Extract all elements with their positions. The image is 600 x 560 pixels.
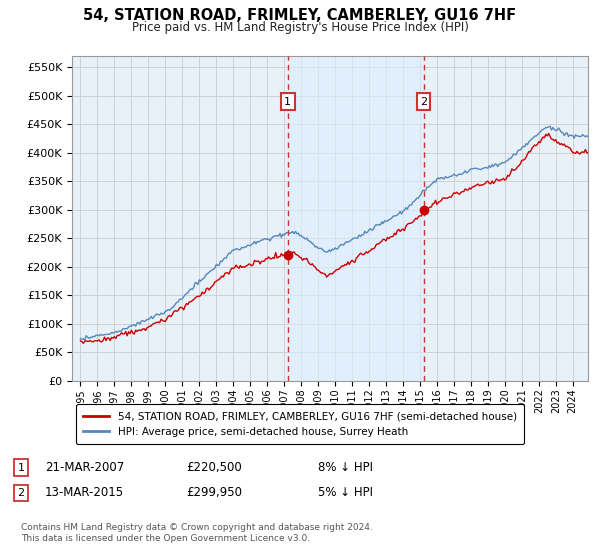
Text: Contains HM Land Registry data © Crown copyright and database right 2024.
This d: Contains HM Land Registry data © Crown c…: [21, 524, 373, 543]
Text: 13-MAR-2015: 13-MAR-2015: [45, 486, 124, 500]
Text: Price paid vs. HM Land Registry's House Price Index (HPI): Price paid vs. HM Land Registry's House …: [131, 21, 469, 34]
Text: 54, STATION ROAD, FRIMLEY, CAMBERLEY, GU16 7HF: 54, STATION ROAD, FRIMLEY, CAMBERLEY, GU…: [83, 8, 517, 24]
Text: 2: 2: [420, 96, 427, 106]
Bar: [288, 56, 424, 381]
Text: 1: 1: [284, 96, 291, 106]
Legend: 54, STATION ROAD, FRIMLEY, CAMBERLEY, GU16 7HF (semi-detached house), HPI: Avera: 54, STATION ROAD, FRIMLEY, CAMBERLEY, GU…: [76, 404, 524, 444]
Text: 2: 2: [17, 488, 25, 498]
Text: 8% ↓ HPI: 8% ↓ HPI: [318, 461, 373, 474]
Text: 1: 1: [17, 463, 25, 473]
Text: £299,950: £299,950: [186, 486, 242, 500]
Text: 5% ↓ HPI: 5% ↓ HPI: [318, 486, 373, 500]
Text: 21-MAR-2007: 21-MAR-2007: [45, 461, 124, 474]
Text: £220,500: £220,500: [186, 461, 242, 474]
